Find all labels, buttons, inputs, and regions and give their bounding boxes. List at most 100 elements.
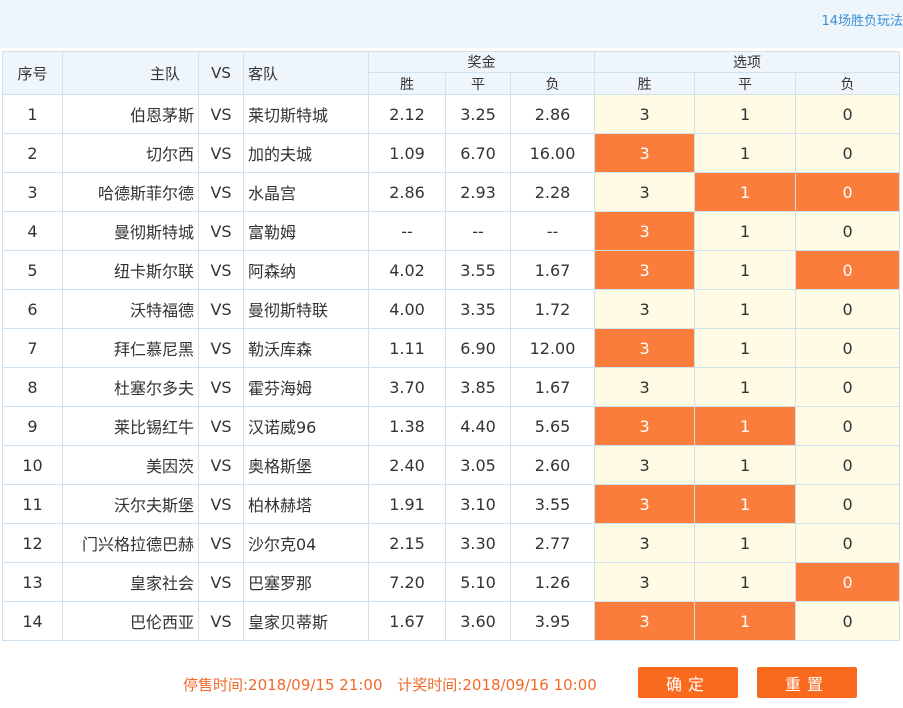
odds-lose: -- xyxy=(509,211,596,251)
option-win[interactable]: 3 xyxy=(594,133,696,173)
odds-lose: 2.28 xyxy=(509,172,596,212)
option-lose[interactable]: 0 xyxy=(795,172,901,212)
option-draw[interactable]: 1 xyxy=(694,367,797,407)
option-lose[interactable]: 0 xyxy=(795,406,901,446)
odds-win: 7.20 xyxy=(368,562,446,602)
home-team: 哈德斯菲尔德 xyxy=(62,172,199,212)
table-row: 4 曼彻斯特城 VS 富勒姆 -- -- -- 3 1 0 xyxy=(2,211,901,251)
match-index: 1 xyxy=(2,94,63,134)
stop-time: 停售时间:2018/09/15 21:00 xyxy=(183,676,383,694)
match-index: 6 xyxy=(2,289,63,329)
option-win[interactable]: 3 xyxy=(594,211,696,251)
option-lose[interactable]: 0 xyxy=(795,562,901,602)
option-draw[interactable]: 1 xyxy=(694,94,797,134)
option-lose[interactable]: 0 xyxy=(795,211,901,251)
odds-draw: 3.85 xyxy=(445,367,511,407)
home-team: 纽卡斯尔联 xyxy=(62,250,199,290)
odds-lose: 12.00 xyxy=(509,328,596,368)
table-row: 12 门兴格拉德巴赫 VS 沙尔克04 2.15 3.30 2.77 3 1 0 xyxy=(2,523,901,563)
odds-lose: 2.60 xyxy=(509,445,596,485)
header-options: 选项 xyxy=(594,51,901,73)
odds-draw: 3.60 xyxy=(445,601,511,641)
option-draw[interactable]: 1 xyxy=(694,445,797,485)
option-draw[interactable]: 1 xyxy=(694,406,797,446)
header-option-draw: 平 xyxy=(694,72,797,95)
odds-lose: 1.72 xyxy=(509,289,596,329)
option-draw[interactable]: 1 xyxy=(694,172,797,212)
option-win[interactable]: 3 xyxy=(594,172,696,212)
table-row: 7 拜仁慕尼黑 VS 勒沃库森 1.11 6.90 12.00 3 1 0 xyxy=(2,328,901,368)
away-team: 皇家贝蒂斯 xyxy=(243,601,369,641)
option-lose[interactable]: 0 xyxy=(795,367,901,407)
time-info: 停售时间:2018/09/15 21:00 计奖时间:2018/09/16 10… xyxy=(183,674,607,695)
odds-lose: 3.95 xyxy=(509,601,596,641)
away-team: 沙尔克04 xyxy=(243,523,369,563)
option-win[interactable]: 3 xyxy=(594,367,696,407)
confirm-button[interactable]: 确定 xyxy=(638,667,738,698)
option-lose[interactable]: 0 xyxy=(795,94,901,134)
option-draw[interactable]: 1 xyxy=(694,601,797,641)
option-draw[interactable]: 1 xyxy=(694,328,797,368)
option-draw[interactable]: 1 xyxy=(694,133,797,173)
match-index: 4 xyxy=(2,211,63,251)
odds-lose: 1.67 xyxy=(509,367,596,407)
option-win[interactable]: 3 xyxy=(594,94,696,134)
option-lose[interactable]: 0 xyxy=(795,445,901,485)
option-draw[interactable]: 1 xyxy=(694,562,797,602)
option-lose[interactable]: 0 xyxy=(795,328,901,368)
vs-label: VS xyxy=(198,328,244,368)
home-team: 杜塞尔多夫 xyxy=(62,367,199,407)
odds-win: 2.15 xyxy=(368,523,446,563)
vs-label: VS xyxy=(198,289,244,329)
table-row: 5 纽卡斯尔联 VS 阿森纳 4.02 3.55 1.67 3 1 0 xyxy=(2,250,901,290)
reset-button[interactable]: 重置 xyxy=(757,667,857,698)
option-draw[interactable]: 1 xyxy=(694,211,797,251)
option-win[interactable]: 3 xyxy=(594,328,696,368)
option-draw[interactable]: 1 xyxy=(694,523,797,563)
away-team: 水晶宫 xyxy=(243,172,369,212)
header-home: 主队 xyxy=(62,51,199,95)
option-lose[interactable]: 0 xyxy=(795,523,901,563)
match-index: 5 xyxy=(2,250,63,290)
home-team: 莱比锡红牛 xyxy=(62,406,199,446)
odds-draw: 3.05 xyxy=(445,445,511,485)
play-mode-link[interactable]: 14场胜负玩法 xyxy=(821,14,903,29)
option-win[interactable]: 3 xyxy=(594,484,696,524)
odds-draw: 3.10 xyxy=(445,484,511,524)
odds-win: -- xyxy=(368,211,446,251)
odds-lose: 16.00 xyxy=(509,133,596,173)
option-lose[interactable]: 0 xyxy=(795,133,901,173)
odds-draw: 2.93 xyxy=(445,172,511,212)
option-win[interactable]: 3 xyxy=(594,523,696,563)
odds-draw: 3.25 xyxy=(445,94,511,134)
option-win[interactable]: 3 xyxy=(594,562,696,602)
away-team: 奥格斯堡 xyxy=(243,445,369,485)
header-prize-draw: 平 xyxy=(445,72,511,95)
odds-lose: 5.65 xyxy=(509,406,596,446)
odds-draw: 6.70 xyxy=(445,133,511,173)
vs-label: VS xyxy=(198,250,244,290)
option-win[interactable]: 3 xyxy=(594,406,696,446)
option-win[interactable]: 3 xyxy=(594,601,696,641)
home-team: 巴伦西亚 xyxy=(62,601,199,641)
option-win[interactable]: 3 xyxy=(594,250,696,290)
header-away: 客队 xyxy=(243,51,369,95)
option-lose[interactable]: 0 xyxy=(795,250,901,290)
odds-draw: 3.30 xyxy=(445,523,511,563)
option-draw[interactable]: 1 xyxy=(694,289,797,329)
match-index: 10 xyxy=(2,445,63,485)
option-win[interactable]: 3 xyxy=(594,289,696,329)
home-team: 拜仁慕尼黑 xyxy=(62,328,199,368)
option-draw[interactable]: 1 xyxy=(694,484,797,524)
option-draw[interactable]: 1 xyxy=(694,250,797,290)
option-win[interactable]: 3 xyxy=(594,445,696,485)
odds-draw: 4.40 xyxy=(445,406,511,446)
away-team: 柏林赫塔 xyxy=(243,484,369,524)
odds-win: 1.91 xyxy=(368,484,446,524)
header-prize-lose: 负 xyxy=(509,72,596,95)
option-lose[interactable]: 0 xyxy=(795,484,901,524)
option-lose[interactable]: 0 xyxy=(795,289,901,329)
option-lose[interactable]: 0 xyxy=(795,601,901,641)
header-option-lose: 负 xyxy=(795,72,901,95)
header-prize-win: 胜 xyxy=(368,72,446,95)
